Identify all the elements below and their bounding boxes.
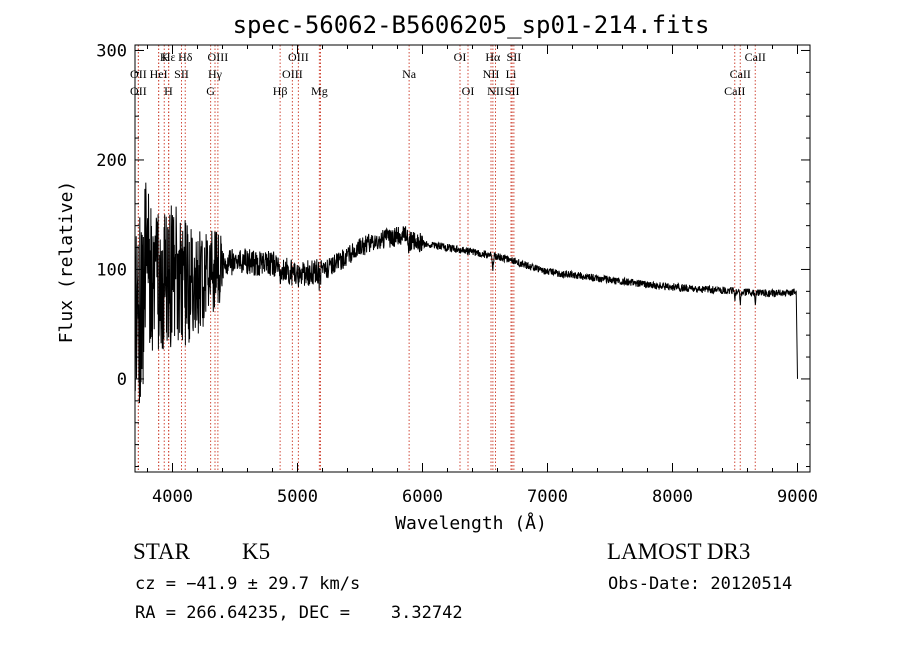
spectral-line-label: Hα — [485, 50, 501, 64]
spectral-line-label: OIII — [282, 67, 303, 81]
object-subclass: K5 — [242, 539, 271, 564]
spectral-line-label: NII — [483, 67, 500, 81]
x-tick-label: 8000 — [652, 487, 693, 507]
ra-label: RA = — [135, 603, 187, 623]
object-class: STAR — [133, 539, 190, 564]
y-axis: 0 100 200 300 — [96, 41, 810, 468]
y-tick-label: 100 — [96, 260, 127, 280]
spectrum-series — [134, 182, 798, 404]
x-tick-label: 4000 — [152, 487, 193, 507]
cz-pm: ± — [237, 574, 269, 594]
spectral-line-label: Hε — [162, 50, 176, 64]
spectral-line-label: OII — [130, 84, 147, 98]
cz-unit: km/s — [309, 574, 361, 594]
obs-date-label: Obs-Date: — [608, 574, 711, 594]
x-tick-label: 9000 — [777, 487, 818, 507]
x-axis: 4000 5000 6000 7000 8000 9000 — [147, 45, 818, 507]
chart-title: spec-56062-B5606205_sp01-214.fits — [233, 11, 710, 39]
redshift-line: cz = −41.9 ± 29.7 km/s — [135, 574, 360, 594]
y-tick-label: 200 — [96, 151, 127, 171]
spectral-line-label: CaII — [730, 67, 751, 81]
spectral-line-label: Mg — [311, 84, 328, 98]
spectral-line-label: Li — [506, 67, 517, 81]
ra-value: 266.64235 — [186, 603, 279, 623]
x-tick-label: 7000 — [527, 487, 568, 507]
spectral-line-label: Hδ — [178, 50, 193, 64]
obs-date-line: Obs-Date: 20120514 — [608, 574, 792, 594]
spectral-line-label: HeI — [150, 67, 168, 81]
spectral-line-labels: HεK Hδ OIII OIII OI Hα SII CaII OII HeI SII Hγ OIII N… — [130, 50, 766, 98]
spectral-line-label: Hγ — [208, 67, 223, 81]
spectral-line-label: OI — [454, 50, 467, 64]
spectral-line-label: Na — [402, 67, 417, 81]
spectral-line-label: K — [160, 50, 169, 64]
spectral-line-label: SII — [505, 84, 520, 98]
spectrum-line — [134, 182, 798, 404]
x-tick-label: 5000 — [277, 487, 318, 507]
spectral-line-label: H — [164, 84, 173, 98]
spectral-line-label: G — [206, 84, 215, 98]
cz-label: cz = — [135, 574, 187, 594]
obs-date-value: 20120514 — [710, 574, 793, 594]
spectral-line-label: SII — [174, 67, 189, 81]
spectral-line-label: OIII — [208, 50, 229, 64]
coordinates-line: RA = 266.64235, DEC = 3.32742 — [135, 603, 463, 623]
cz-error: 29.7 — [268, 574, 310, 594]
x-tick-label: 6000 — [402, 487, 443, 507]
cz-value: −41.9 — [186, 574, 238, 594]
spectral-line-label: Hβ — [273, 84, 288, 98]
dec-label: , DEC = — [278, 603, 391, 623]
spectral-line-label: CaII — [745, 50, 766, 64]
survey-name: LAMOST DR3 — [607, 539, 751, 564]
spectral-line-label: CaII — [724, 84, 745, 98]
x-axis-label: Wavelength (Å) — [395, 512, 547, 534]
y-axis-label: Flux (relative) — [56, 181, 77, 344]
y-tick-label: 300 — [96, 41, 127, 61]
spectral-line-label: NII — [487, 84, 504, 98]
spectral-line-label: SII — [507, 50, 522, 64]
dec-value: 3.32742 — [390, 603, 463, 623]
spectral-line-label: OI — [462, 84, 475, 98]
spectral-line-label: OIII — [288, 50, 309, 64]
spectral-line-label: OII — [130, 67, 147, 81]
y-tick-label: 0 — [117, 370, 127, 390]
